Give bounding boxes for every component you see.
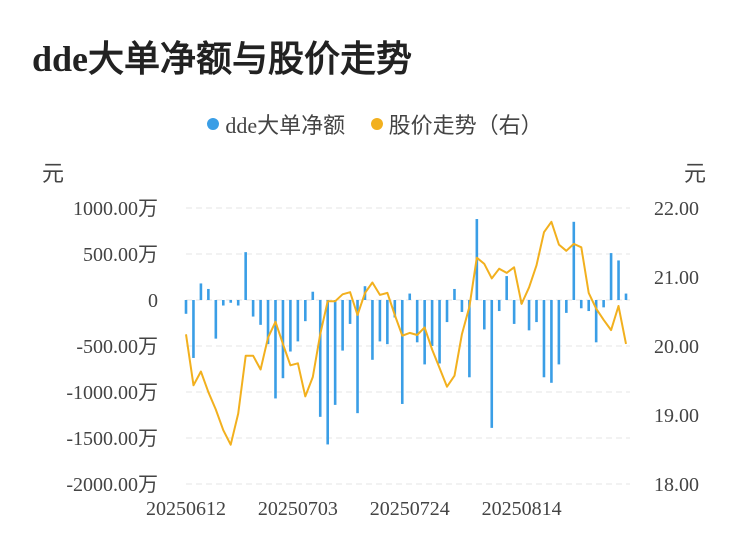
dde-bar bbox=[393, 300, 397, 318]
right-tick-label: 21.00 bbox=[654, 267, 699, 289]
dde-bar bbox=[415, 300, 419, 343]
price-line bbox=[185, 220, 627, 446]
dde-bar bbox=[453, 288, 456, 300]
dde-bar bbox=[214, 300, 218, 339]
dde-bar bbox=[289, 300, 292, 352]
left-tick-label: 0 bbox=[148, 290, 158, 312]
dde-bar bbox=[497, 300, 501, 312]
legend-label-price: 股价走势（右） bbox=[388, 113, 543, 138]
x-tick-label: 20250724 bbox=[370, 498, 450, 520]
dde-bar bbox=[579, 300, 583, 309]
right-tick-label: 22.00 bbox=[654, 198, 699, 220]
dde-bar bbox=[445, 300, 449, 323]
dde-bar bbox=[542, 300, 546, 378]
right-tick-label: 18.00 bbox=[654, 474, 699, 496]
dde-bar bbox=[304, 300, 307, 322]
left-tick-label: 500.00万 bbox=[83, 244, 158, 266]
dde-bar bbox=[274, 300, 277, 399]
dde-bar bbox=[557, 300, 561, 365]
dde-bar bbox=[587, 300, 591, 312]
dde-bar bbox=[565, 300, 568, 313]
dde-bar bbox=[386, 300, 389, 345]
legend-dot-price bbox=[370, 118, 383, 130]
legend: dde大单净额 股价走势（右） bbox=[0, 108, 750, 140]
dde-bar bbox=[483, 300, 486, 330]
right-tick-label: 19.00 bbox=[654, 405, 699, 427]
dde-bar bbox=[229, 300, 233, 303]
dde-bar bbox=[259, 300, 262, 325]
legend-item-dde[interactable]: dde大单净额 bbox=[207, 108, 345, 140]
dde-bar bbox=[371, 300, 374, 360]
dde-bar bbox=[311, 291, 315, 300]
right-tick-label: 20.00 bbox=[654, 336, 699, 358]
legend-label-dde: dde大单净额 bbox=[225, 113, 346, 138]
left-tick-label: -1500.00万 bbox=[66, 428, 158, 450]
dde-bar bbox=[490, 300, 494, 428]
dde-bar bbox=[609, 253, 613, 300]
left-tick-label: -1000.00万 bbox=[66, 382, 158, 404]
right-axis-unit: 元 bbox=[684, 161, 707, 186]
left-tick-label: -2000.00万 bbox=[66, 474, 158, 496]
x-tick-label: 20250703 bbox=[258, 498, 338, 520]
dde-bar bbox=[430, 300, 434, 346]
legend-item-price[interactable]: 股价走势（右） bbox=[370, 108, 543, 140]
dde-bar bbox=[296, 300, 300, 342]
dde-bar bbox=[408, 293, 412, 300]
dde-bar bbox=[341, 300, 344, 351]
dde-bar bbox=[550, 300, 553, 383]
dde-bar bbox=[438, 300, 441, 364]
dde-bar bbox=[617, 260, 620, 300]
x-tick-label: 20250612 bbox=[146, 498, 226, 520]
dde-bar bbox=[594, 300, 598, 343]
dde-bar bbox=[400, 300, 404, 404]
chart-title: dde大单净额与股价走势 bbox=[32, 39, 413, 79]
dde-bar bbox=[527, 300, 531, 331]
dde-bar bbox=[221, 300, 225, 306]
dde-bar bbox=[356, 300, 359, 414]
dde-bar bbox=[184, 300, 188, 314]
left-axis-unit: 元 bbox=[42, 161, 65, 186]
dde-bar bbox=[244, 252, 247, 300]
dde-bar bbox=[624, 293, 628, 300]
dde-bar bbox=[318, 300, 322, 417]
dde-bar bbox=[423, 300, 426, 365]
dde-bar bbox=[236, 300, 240, 306]
left-tick-label: 1000.00万 bbox=[73, 198, 158, 220]
dde-bar bbox=[535, 300, 538, 323]
dde-bar bbox=[266, 300, 270, 345]
dde-bar bbox=[348, 300, 352, 324]
dde-bar bbox=[281, 300, 285, 379]
left-tick-label: -500.00万 bbox=[76, 336, 158, 358]
dde-bar bbox=[378, 300, 382, 342]
dde-bar bbox=[251, 300, 255, 317]
dde-bar bbox=[326, 300, 329, 445]
dde-bar bbox=[572, 221, 576, 300]
dde-bar bbox=[512, 300, 516, 324]
dde-bar bbox=[468, 300, 471, 378]
dde-bar bbox=[602, 300, 605, 308]
x-tick-label: 20250814 bbox=[482, 498, 562, 520]
dde-bar bbox=[460, 300, 464, 312]
legend-dot-dde bbox=[207, 118, 220, 130]
dde-bar bbox=[207, 288, 210, 300]
dde-bar bbox=[333, 300, 337, 405]
dde-bar bbox=[199, 283, 203, 300]
dde-bar bbox=[505, 276, 508, 300]
dde-bar bbox=[192, 300, 195, 358]
